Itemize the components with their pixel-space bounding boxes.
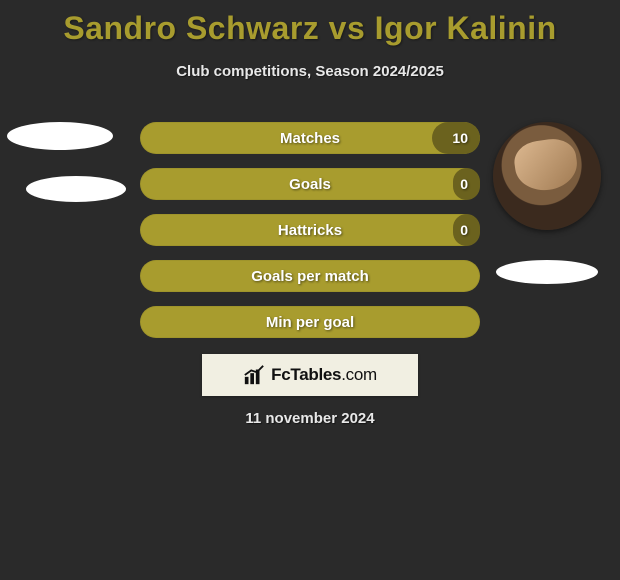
- stat-row-matches: Matches 10: [140, 122, 480, 154]
- left-player-marks: [7, 122, 127, 228]
- page-title: Sandro Schwarz vs Igor Kalinin: [0, 0, 620, 47]
- stat-value: 0: [460, 222, 468, 238]
- right-ellipse: [496, 260, 598, 284]
- player-avatar: [493, 122, 601, 230]
- stat-value: 10: [452, 130, 468, 146]
- stat-row-hattricks: Hattricks 0: [140, 214, 480, 246]
- stat-row-gpm: Goals per match: [140, 260, 480, 292]
- stat-label: Min per goal: [140, 314, 480, 331]
- stat-row-goals: Goals 0: [140, 168, 480, 200]
- left-ellipse-1: [7, 122, 113, 150]
- stat-label: Goals per match: [140, 268, 480, 285]
- stat-value: 0: [460, 176, 468, 192]
- subtitle: Club competitions, Season 2024/2025: [0, 63, 620, 80]
- left-ellipse-2: [26, 176, 126, 202]
- right-player-block: [492, 122, 602, 284]
- stat-label: Goals: [140, 176, 480, 193]
- site-logo[interactable]: FcTables.com: [202, 354, 418, 396]
- stat-row-mpg: Min per goal: [140, 306, 480, 338]
- stat-label: Matches: [140, 130, 480, 147]
- date-text: 11 november 2024: [0, 410, 620, 427]
- logo-text: FcTables.com: [271, 365, 377, 385]
- bars-icon: [243, 364, 265, 386]
- stats-list: Matches 10 Goals 0 Hattricks 0 Goals per…: [140, 122, 480, 352]
- stat-label: Hattricks: [140, 222, 480, 239]
